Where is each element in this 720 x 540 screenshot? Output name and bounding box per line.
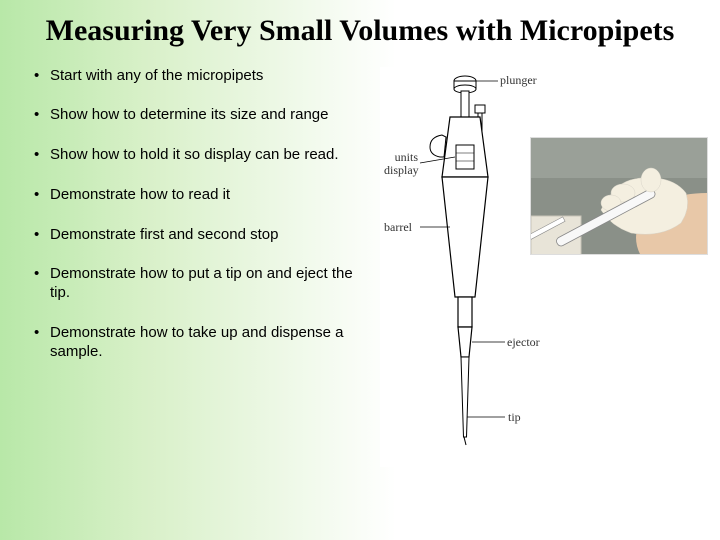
bullet-item: Demonstrate how to take up and dispense … [34, 324, 372, 362]
label-tip: tip [508, 410, 521, 425]
bullet-list: Start with any of the micropipets Show ho… [0, 67, 380, 467]
bullet-item: Demonstrate how to read it [34, 186, 372, 205]
label-ejector: ejector [507, 335, 540, 350]
bullet-item: Show how to determine its size and range [34, 106, 372, 125]
bullet-item: Demonstrate first and second stop [34, 226, 372, 245]
label-barrel: barrel [384, 220, 412, 235]
content-row: Start with any of the micropipets Show ho… [0, 49, 720, 467]
label-plunger: plunger [500, 73, 537, 88]
bullet-item: Show how to hold it so display can be re… [34, 146, 372, 165]
bullet-item: Start with any of the micropipets [34, 67, 372, 86]
bullet-item: Demonstrate how to put a tip on and ejec… [34, 265, 372, 303]
image-area: plunger units display barrel ejector tip [380, 67, 710, 467]
pipette-diagram: plunger units display barrel ejector tip [380, 67, 540, 467]
label-display: display [384, 163, 419, 177]
hand-photo [530, 137, 708, 255]
slide-title: Measuring Very Small Volumes with Microp… [0, 0, 720, 49]
label-units: units [395, 150, 418, 164]
